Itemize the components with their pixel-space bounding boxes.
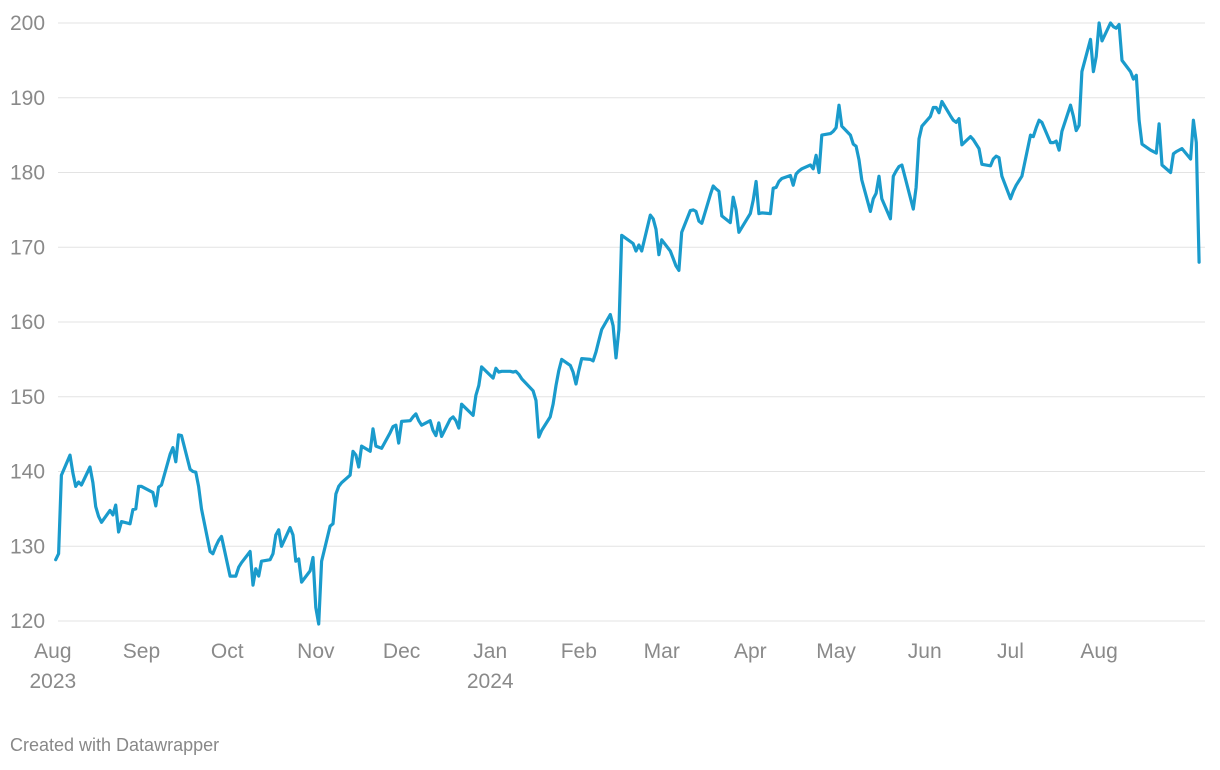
x-tick-label: Jun (908, 640, 942, 663)
y-axis-tick-labels: 120 130 140 150 160 170 180 190 200 (10, 12, 45, 633)
y-tick-label: 140 (10, 461, 45, 484)
x-tick-label: Nov (297, 640, 335, 663)
x-tick-label: Jul (997, 640, 1024, 663)
gridlines (58, 22, 1205, 622)
x-tick-label: Dec (383, 640, 420, 663)
y-tick-label: 120 (10, 610, 45, 633)
x-tick-label: Aug (34, 640, 71, 663)
x-tick-label: Mar (644, 640, 680, 663)
x-tick-year-label: 2024 (467, 670, 514, 693)
y-tick-label: 160 (10, 311, 45, 334)
series-line (54, 21, 1201, 626)
x-tick-label: Jan (473, 640, 507, 663)
x-tick-label: May (816, 640, 856, 663)
x-tick-year-label: 2023 (29, 670, 76, 693)
x-tick-label: Apr (734, 640, 767, 663)
y-tick-label: 150 (10, 386, 45, 409)
x-tick-label: Feb (561, 640, 597, 663)
y-tick-label: 190 (10, 87, 45, 110)
x-tick-label: Sep (123, 640, 160, 663)
y-tick-label: 170 (10, 236, 45, 259)
y-tick-label: 200 (10, 12, 45, 35)
y-tick-label: 180 (10, 162, 45, 185)
x-tick-label: Oct (211, 640, 244, 663)
x-tick-label: Aug (1080, 640, 1117, 663)
y-tick-label: 130 (10, 535, 45, 558)
x-axis-tick-labels: Aug 2023 Sep Oct Nov Dec Jan 2024 Feb Mar Apr May Ju… (29, 640, 1117, 693)
chart-credit: Created with Datawrapper (10, 735, 220, 755)
